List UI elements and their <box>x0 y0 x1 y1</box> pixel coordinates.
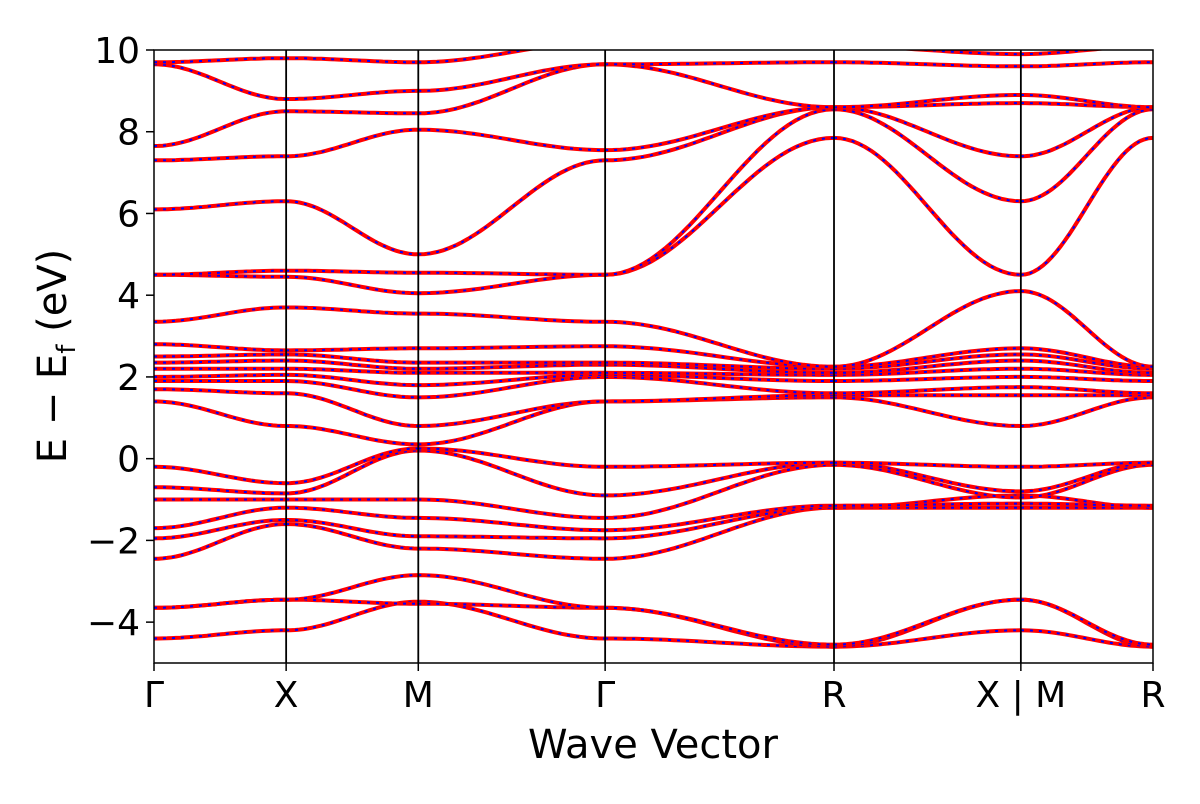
x-tick-label-1: X <box>274 675 299 716</box>
bands-layer <box>154 50 1153 649</box>
band-22-spin-up-seg-0 <box>154 62 1021 148</box>
band-9-spin-up-seg-1 <box>1020 395 1153 428</box>
y-axis-label-main: E − E <box>30 354 76 464</box>
band-4-spin-up-seg-0 <box>154 493 1021 541</box>
band-2-spin-up-seg-0 <box>154 573 1021 647</box>
band-12-spin-up-seg-0 <box>154 372 1021 388</box>
band-0-spin-up-seg-0 <box>154 599 1021 649</box>
y-tick-label-0: −4 <box>87 603 140 644</box>
band-23-spin-down-seg-0 <box>154 61 1021 100</box>
band-5-spin-down-seg-1 <box>1020 502 1153 507</box>
band-21-spin-up-seg-0 <box>154 101 1021 163</box>
band-16-spin-up-seg-0 <box>154 342 1021 369</box>
band-20-spin-down-seg-0 <box>154 106 1021 256</box>
y-tick-label-3: 2 <box>117 358 140 399</box>
band-13-spin-down-seg-1 <box>1020 367 1153 376</box>
y-axis-ticks: −4 −2 0 2 4 6 8 10 <box>87 31 154 644</box>
band-7-spin-up-seg-0 <box>154 448 1021 498</box>
y-axis-label-unit: (eV) <box>30 249 76 345</box>
y-axis-label-subscript: f <box>52 344 82 354</box>
y-tick-label-2: 0 <box>117 440 140 481</box>
band-23-spin-down-seg-1 <box>1020 61 1153 68</box>
band-24-spin-up-seg-0 <box>154 50 1021 65</box>
band-8-spin-down-seg-1 <box>1020 461 1153 468</box>
x-axis-ticks: Γ X M Γ R X | M R <box>144 663 1166 716</box>
band-9-spin-up-seg-0 <box>154 395 1021 447</box>
band-14-spin-down-seg-1 <box>1020 359 1153 374</box>
y-tick-label-1: −2 <box>87 521 140 562</box>
x-tick-label-0: Γ <box>144 675 164 716</box>
band-5-spin-up-seg-0 <box>154 501 1021 533</box>
band-3-spin-up-seg-0 <box>154 505 1021 561</box>
band-6-spin-up-seg-1 <box>1020 462 1153 500</box>
band-15-spin-up-seg-1 <box>1020 352 1153 371</box>
y-tick-label-6: 8 <box>117 113 140 154</box>
y-axis-label: E − Ef (eV) <box>30 249 82 464</box>
band-17-spin-up-seg-0 <box>154 289 1021 369</box>
band-24-spin-up-seg-1 <box>1020 50 1110 57</box>
band-8-spin-up-seg-0 <box>154 446 1021 486</box>
band-23-spin-up-seg-0 <box>154 60 1021 101</box>
band-18-spin-down-seg-1 <box>1020 136 1153 276</box>
band-11-spin-up-seg-0 <box>154 374 1021 400</box>
band-16-spin-up-seg-1 <box>1020 346 1153 369</box>
band-20-spin-up-seg-1 <box>1020 105 1153 159</box>
band-14-spin-up-seg-0 <box>154 358 1021 375</box>
band-22-spin-down-seg-0 <box>154 63 1021 147</box>
x-tick-label-6: R <box>1140 675 1165 716</box>
band-0-spin-up-seg-1 <box>1020 628 1153 649</box>
y-tick-label-5: 6 <box>117 194 140 235</box>
high-symmetry-lines <box>285 50 1022 663</box>
band-12-spin-down-seg-1 <box>1020 375 1153 382</box>
band-18-spin-up-seg-0 <box>154 135 1022 296</box>
x-axis-label: Wave Vector <box>528 722 779 768</box>
band-6-spin-up-seg-0 <box>154 462 1021 520</box>
band-3-spin-down-seg-0 <box>154 506 1021 560</box>
x-tick-label-4: R <box>821 675 846 716</box>
band-19-spin-down-seg-0 <box>154 108 1021 276</box>
band-17-spin-up-seg-1 <box>1020 289 1153 369</box>
band-18-spin-up-seg-1 <box>1020 135 1153 277</box>
band-15-spin-up-seg-0 <box>154 352 1021 371</box>
band-22-spin-down-seg-1 <box>1020 94 1153 109</box>
band-11-spin-down-seg-1 <box>1020 386 1153 395</box>
band-19-spin-down-seg-1 <box>1020 108 1153 203</box>
band-13-spin-up-seg-0 <box>154 366 1021 377</box>
band-2-spin-down-seg-1 <box>1020 598 1153 646</box>
x-tick-label-2: M <box>403 675 434 716</box>
plot-frame <box>153 49 1154 664</box>
y-tick-label-4: 4 <box>117 276 140 317</box>
band-19-spin-up-seg-0 <box>154 107 1021 277</box>
x-tick-label-3: Γ <box>595 675 615 716</box>
band-10-spin-up-seg-0 <box>154 387 1021 428</box>
x-tick-label-5: X | M <box>975 675 1066 716</box>
y-tick-label-7: 10 <box>94 31 140 72</box>
